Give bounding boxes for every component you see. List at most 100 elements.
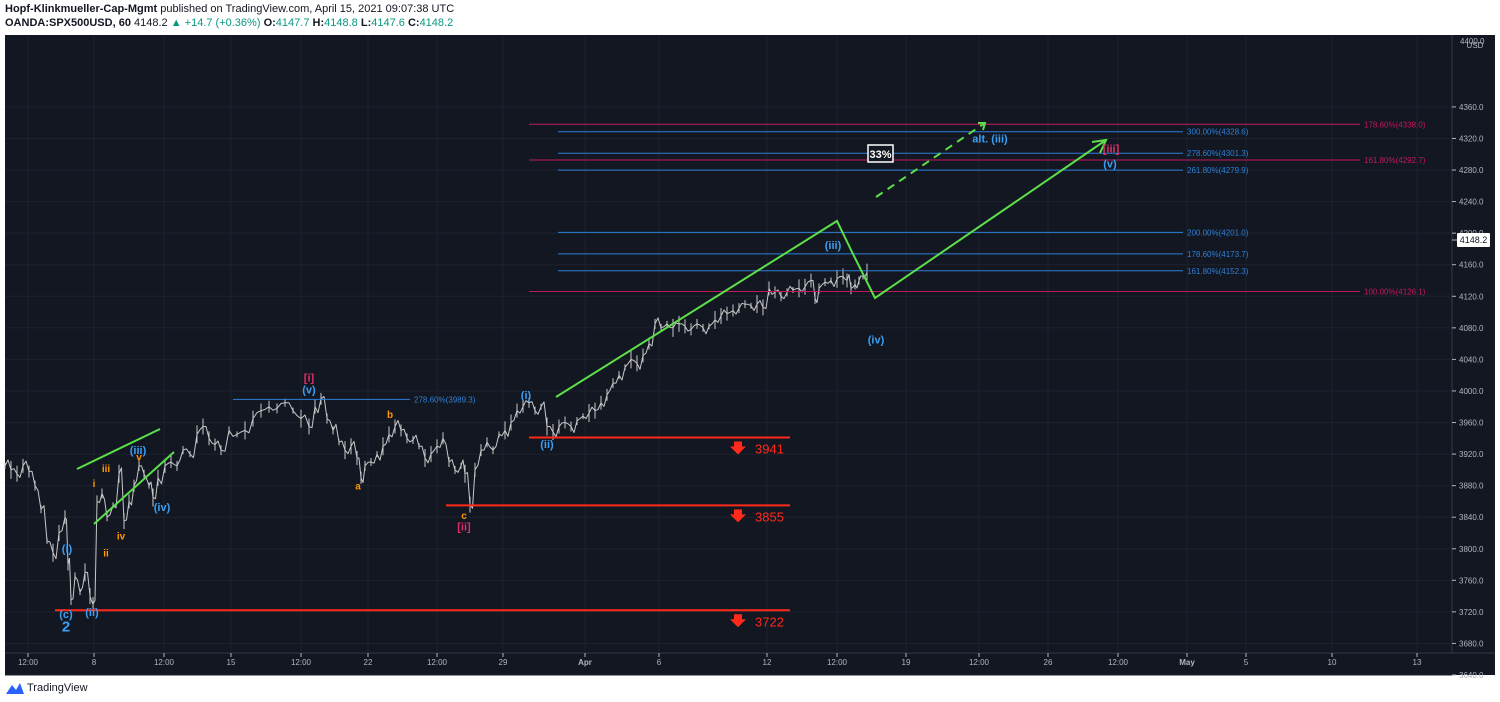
y-tick-label: 4040.0 xyxy=(1459,355,1484,364)
price-series xyxy=(4,263,868,611)
open-value: 4147.7 xyxy=(275,17,310,29)
fib-label: 300.00%(4328.6) xyxy=(1187,128,1249,137)
x-tick-label: Apr xyxy=(578,658,592,667)
wave-label: (iv) xyxy=(154,502,171,514)
symbol-name[interactable]: OANDA:SPX500USD, 60 xyxy=(5,17,131,29)
wave-label: (iii) xyxy=(130,445,147,457)
down-arrow-icon xyxy=(730,441,746,455)
probability-box-text: 33% xyxy=(869,149,891,161)
x-tick-label: 22 xyxy=(364,658,373,667)
wave-label: a xyxy=(355,482,361,493)
y-tick-label: 4120.0 xyxy=(1459,292,1484,301)
currency-label: USD xyxy=(1467,41,1484,50)
y-tick-label: 3640.0 xyxy=(1459,671,1484,678)
support-levels: 3941 3855 3722 xyxy=(55,436,790,629)
x-tick-label: 12:00 xyxy=(427,658,448,667)
open-label: O: xyxy=(263,17,276,29)
close-value: 4148.2 xyxy=(419,17,454,29)
fib-label: 278.60%(4301.3) xyxy=(1187,149,1249,158)
x-tick-label: 29 xyxy=(499,658,508,667)
support-label: 3941 xyxy=(755,442,784,457)
y-tick-label: 4360.0 xyxy=(1459,103,1484,112)
wave-label: (iv) xyxy=(868,335,885,347)
y-tick-label: 4000.0 xyxy=(1459,387,1484,396)
currency-badge[interactable]: USD 4400.0 xyxy=(1460,37,1487,51)
y-tick-label: 3760.0 xyxy=(1459,576,1484,585)
wave-label: (ii) xyxy=(85,607,99,619)
low-value: 4147.6 xyxy=(371,17,405,29)
fib-label: 100.00%(4126.1) xyxy=(1364,287,1426,296)
price-change: ▲ +14.7 (+0.36%) xyxy=(170,17,261,29)
chart-header: Hopf-Klinkmueller-Cap-Mgmt published on … xyxy=(0,0,1500,34)
impulse-arrow-head xyxy=(1091,138,1108,154)
fibonacci-levels: 300.00%(4328.6) 278.60%(4301.3) 261.80%(42… xyxy=(233,120,1426,404)
wave-label: (ii) xyxy=(540,439,554,451)
wave-label: iii xyxy=(102,464,111,475)
x-tick-label: 12 xyxy=(763,658,772,667)
footer: TradingView xyxy=(0,678,1500,702)
tradingview-brand[interactable]: TradingView xyxy=(27,682,88,694)
wave-label: (iii) xyxy=(825,240,842,252)
x-tick-label: 19 xyxy=(902,658,911,667)
wave-label: (i) xyxy=(62,544,73,556)
high-label: H: xyxy=(312,17,325,29)
y-tick-label: 3960.0 xyxy=(1459,419,1484,428)
last-price: 4148.2 xyxy=(134,17,168,29)
x-tick-label: 6 xyxy=(657,658,662,667)
wave-label: v xyxy=(136,452,142,463)
price-chart[interactable]: 300.00%(4328.6) 278.60%(4301.3) 261.80%(42… xyxy=(0,34,1500,678)
wave-label: [iii] xyxy=(1103,144,1120,156)
wave-label: b xyxy=(387,410,393,421)
wave-label: iv xyxy=(117,531,126,542)
x-tick-label: 15 xyxy=(227,658,236,667)
wave-label: (i) xyxy=(521,390,532,402)
x-tick-label: 12:00 xyxy=(969,658,990,667)
wave-label: c xyxy=(461,511,467,522)
x-tick-label: 5 xyxy=(1244,658,1249,667)
symbol-info: OANDA:SPX500USD, 60 4148.2 ▲ +14.7 (+0.3… xyxy=(5,17,453,29)
y-tick-label: 4320.0 xyxy=(1459,134,1484,143)
publish-text: published on TradingView.com, April 15, … xyxy=(160,3,455,15)
x-tick-label: 13 xyxy=(1413,658,1422,667)
tradingview-logo-icon[interactable] xyxy=(5,681,25,695)
grid xyxy=(5,35,1452,676)
wave-label: (c) xyxy=(59,609,73,621)
wave-label: ii xyxy=(103,549,109,560)
y-tick-label: 3720.0 xyxy=(1459,608,1484,617)
x-tick-label: 12:00 xyxy=(1108,658,1129,667)
author-name[interactable]: Hopf-Klinkmueller-Cap-Mgmt xyxy=(5,3,158,15)
last-price-tag-text: 4148.2 xyxy=(1460,235,1488,245)
x-tick-label: May xyxy=(1179,658,1195,667)
wave-labels: (c)2(i)(ii)(iii)(iv)iiiiiiivv[i](v)bac[i… xyxy=(59,133,1119,635)
wave-projections xyxy=(76,122,1108,525)
y-tick-label: 3880.0 xyxy=(1459,482,1484,491)
wave-label: (v) xyxy=(302,384,316,396)
down-arrow-icon xyxy=(730,614,746,628)
last-price-tag: 4148.2 xyxy=(1452,233,1490,247)
top-partial-tick: 4400.0 xyxy=(1460,37,1485,46)
price-ticks: 4360.04320.04280.04240.04200.04160.04120… xyxy=(1452,103,1484,678)
y-tick-label: 4160.0 xyxy=(1459,261,1484,270)
fib-label: 161.80%(4292.7) xyxy=(1364,156,1426,165)
close-label: C: xyxy=(407,17,420,29)
y-tick-label: 4080.0 xyxy=(1459,324,1484,333)
x-tick-label: 26 xyxy=(1044,658,1053,667)
wave-label: i xyxy=(93,479,96,490)
x-tick-label: 12:00 xyxy=(827,658,848,667)
impulse-trend-line xyxy=(555,139,1107,398)
time-axis[interactable] xyxy=(5,653,1495,675)
wave-label: alt. (iii) xyxy=(972,133,1008,145)
y-tick-label: 3840.0 xyxy=(1459,513,1484,522)
fib-label: 178.60%(4173.7) xyxy=(1187,250,1249,259)
y-tick-label: 3920.0 xyxy=(1459,450,1484,459)
price-axis[interactable] xyxy=(1452,35,1495,653)
wedge-upper-line xyxy=(76,428,161,470)
y-tick-label: 4280.0 xyxy=(1459,166,1484,175)
y-tick-label: 3680.0 xyxy=(1459,639,1484,648)
fib-label: 178.60%(4338.0) xyxy=(1364,120,1426,129)
fib-label: 161.80%(4152.3) xyxy=(1187,267,1249,276)
x-tick-label: 8 xyxy=(92,658,97,667)
y-tick-label: 4240.0 xyxy=(1459,198,1484,207)
x-tick-label: 12:00 xyxy=(18,658,39,667)
x-tick-label: 12:00 xyxy=(291,658,312,667)
